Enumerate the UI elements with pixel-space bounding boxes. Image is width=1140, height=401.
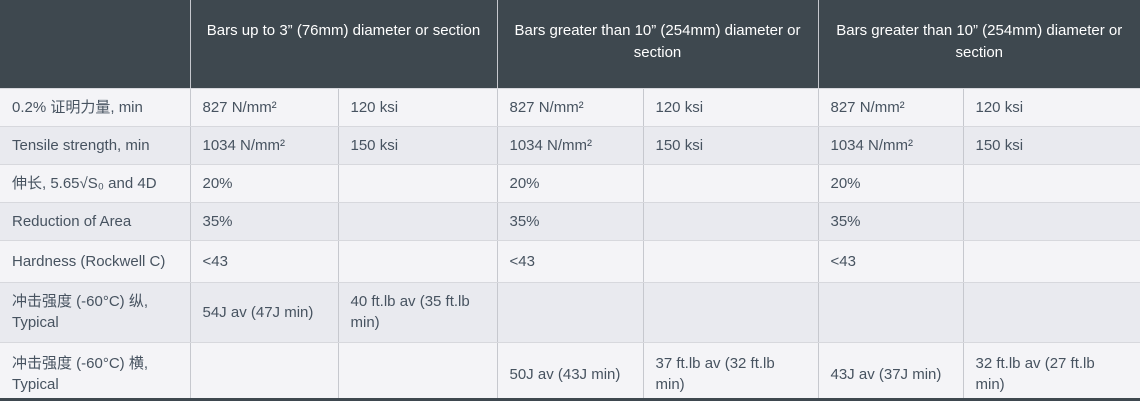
value-cell: 43J av (37J min)	[817, 341, 964, 401]
value-cell	[642, 281, 819, 343]
value-cell: 1034 N/mm²	[496, 125, 644, 165]
value-cell: 35%	[189, 201, 339, 241]
column-group-header-1: Bars up to 3” (76mm) diameter or section	[189, 0, 498, 89]
value-cell	[642, 201, 819, 241]
value-cell: 120 ksi	[642, 87, 819, 127]
table-header: Bars up to 3” (76mm) diameter or section…	[0, 0, 1140, 89]
row-label: Tensile strength, min	[0, 125, 191, 165]
table-row: 伸长, 5.65√S₀ and 4D 20% 20% 20%	[0, 163, 1140, 203]
value-cell: 120 ksi	[962, 87, 1140, 127]
value-cell: 1034 N/mm²	[817, 125, 964, 165]
value-cell	[337, 239, 498, 283]
column-group-header-2: Bars greater than 10” (254mm) diameter o…	[496, 0, 819, 89]
table-row: Reduction of Area 35% 35% 35%	[0, 201, 1140, 241]
value-cell: 40 ft.lb av (35 ft.lb min)	[337, 281, 498, 343]
value-cell: 35%	[817, 201, 964, 241]
value-cell	[337, 201, 498, 241]
value-cell: 50J av (43J min)	[496, 341, 644, 401]
value-cell: 20%	[189, 163, 339, 203]
row-label: 伸长, 5.65√S₀ and 4D	[0, 163, 191, 203]
value-cell: 54J av (47J min)	[189, 281, 339, 343]
table-row: 冲击强度 (-60°C) 横, Typical 50J av (43J min) 3…	[0, 341, 1140, 401]
value-cell: 20%	[496, 163, 644, 203]
value-cell: 32 ft.lb av (27 ft.lb min)	[962, 341, 1140, 401]
value-cell: 35%	[496, 201, 644, 241]
row-label: 冲击强度 (-60°C) 横, Typical	[0, 341, 191, 401]
value-cell	[337, 163, 498, 203]
value-cell: 827 N/mm²	[189, 87, 339, 127]
value-cell: 120 ksi	[337, 87, 498, 127]
value-cell: <43	[817, 239, 964, 283]
table-row: 冲击强度 (-60°C) 纵, Typical 54J av (47J min) 4…	[0, 281, 1140, 343]
value-cell: 37 ft.lb av (32 ft.lb min)	[642, 341, 819, 401]
value-cell	[642, 239, 819, 283]
row-label: 冲击强度 (-60°C) 纵, Typical	[0, 281, 191, 343]
table-row: Tensile strength, min 1034 N/mm² 150 ksi 10…	[0, 125, 1140, 165]
corner-cell	[0, 0, 191, 89]
value-cell: <43	[189, 239, 339, 283]
value-cell: 827 N/mm²	[496, 87, 644, 127]
bottom-dark-strip	[0, 398, 1140, 401]
value-cell: 150 ksi	[642, 125, 819, 165]
value-cell	[962, 239, 1140, 283]
row-label: 0.2% 证明力量, min	[0, 87, 191, 127]
table-row: 0.2% 证明力量, min 827 N/mm² 120 ksi 827 N/mm² 1…	[0, 87, 1140, 127]
value-cell: 827 N/mm²	[817, 87, 964, 127]
value-cell	[189, 341, 339, 401]
value-cell	[962, 201, 1140, 241]
value-cell	[337, 341, 498, 401]
value-cell	[817, 281, 964, 343]
value-cell	[642, 163, 819, 203]
row-label: Reduction of Area	[0, 201, 191, 241]
value-cell	[962, 281, 1140, 343]
header-row: Bars up to 3” (76mm) diameter or section…	[0, 0, 1140, 89]
value-cell: 20%	[817, 163, 964, 203]
table-row: Hardness (Rockwell C) <43 <43 <43	[0, 239, 1140, 283]
value-cell: 150 ksi	[962, 125, 1140, 165]
value-cell: 1034 N/mm²	[189, 125, 339, 165]
value-cell	[496, 281, 644, 343]
row-label: Hardness (Rockwell C)	[0, 239, 191, 283]
table-body: 0.2% 证明力量, min 827 N/mm² 120 ksi 827 N/mm² 1…	[0, 87, 1140, 401]
value-cell: <43	[496, 239, 644, 283]
column-group-header-3: Bars greater than 10” (254mm) diameter o…	[817, 0, 1140, 89]
value-cell: 150 ksi	[337, 125, 498, 165]
value-cell	[962, 163, 1140, 203]
